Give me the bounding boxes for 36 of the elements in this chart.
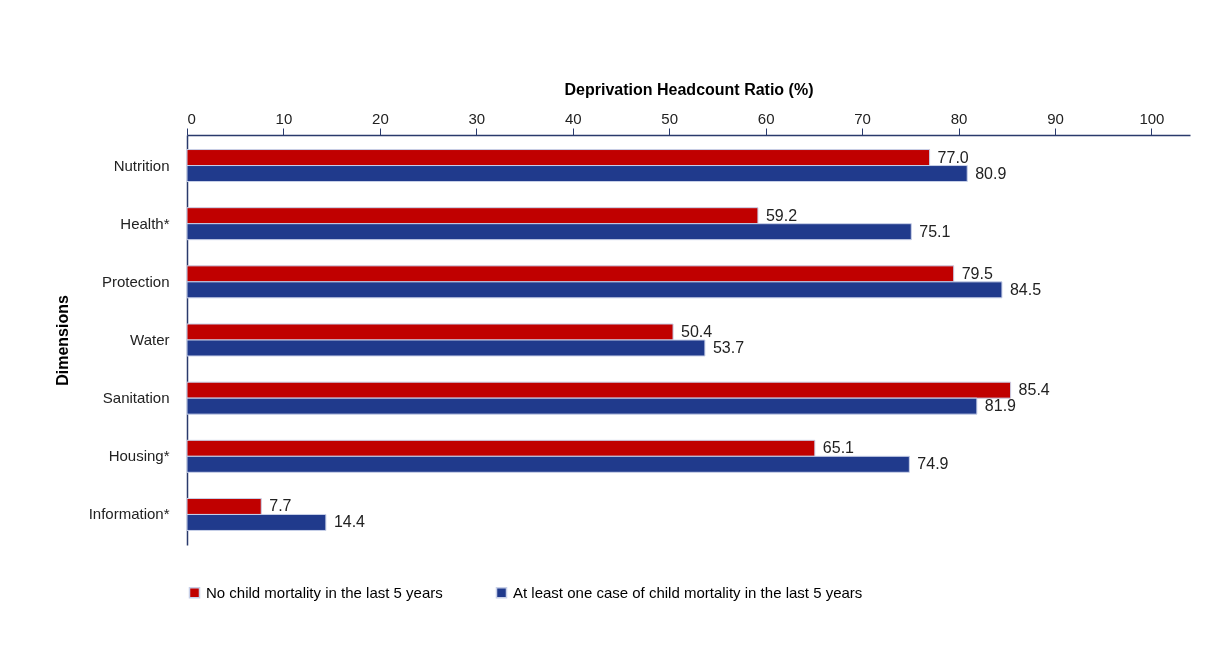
data-label: 74.9 [917,455,949,473]
x-tick-label: 60 [757,109,775,127]
y-axis-title: Dimensions [53,295,71,386]
data-label: 65.1 [822,439,855,457]
x-tick-label: 10 [275,109,293,127]
legend-label: At least one case of child mortality in the last 5 years [513,583,863,601]
data-label: 14.4 [333,513,366,531]
data-label: 81.9 [984,397,1017,415]
x-tick-label: 80 [950,109,968,127]
x-tick-label: 20 [372,109,389,127]
x-tick-label: 50 [661,109,679,127]
x-tick-label: 100 [1139,109,1165,127]
data-label: 80.9 [975,164,1007,182]
x-tick-label: 40 [564,109,582,127]
y-tick-label: Water [130,331,170,348]
data-label: 7.7 [269,497,292,515]
y-tick-label: Nutrition [113,156,170,174]
x-axis-title: Deprivation Headcount Ratio (%) [564,80,814,98]
data-label: 53.7 [712,339,745,356]
y-tick-label: Housing* [108,447,170,465]
y-tick-label: Information* [88,505,170,523]
x-tick-label: 90 [1047,109,1064,127]
data-label: 84.5 [1009,280,1042,298]
x-tick-label: 30 [468,109,486,127]
y-tick-label: Sanitation [102,389,170,407]
x-tick-label: 70 [854,109,871,127]
data-label: 75.1 [919,222,951,240]
data-label: 79.5 [961,264,993,282]
data-label: 50.4 [681,323,713,340]
data-label: 59.2 [765,206,798,224]
legend-label: No child mortality in the last 5 years [206,583,443,601]
y-tick-label: Health* [120,214,170,232]
data-label: 77.0 [937,148,969,166]
data-label: 85.4 [1018,381,1050,399]
y-tick-label: Protection [101,272,170,290]
x-tick-label: 0 [187,109,196,127]
